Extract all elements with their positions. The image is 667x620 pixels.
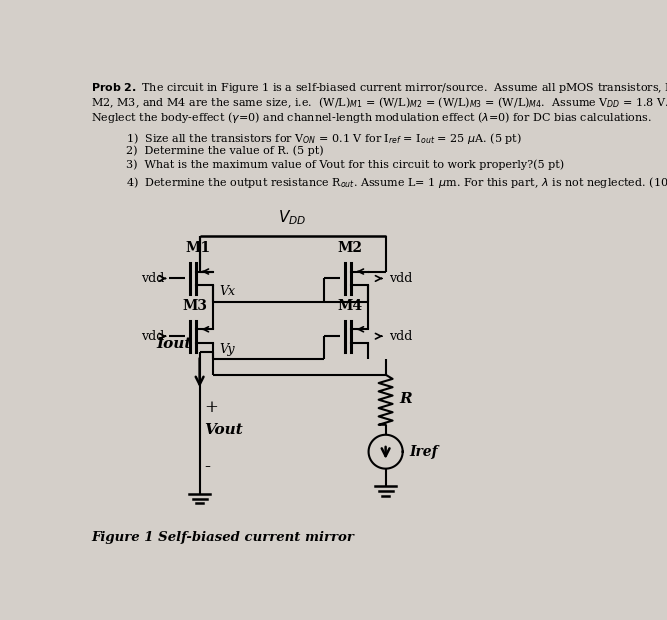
Text: R: R (400, 392, 412, 406)
Text: Iout: Iout (157, 337, 192, 351)
Text: vdd: vdd (390, 272, 413, 285)
Text: 4)  Determine the output resistance R$_{out}$. Assume L= 1 $\mu$m. For this part: 4) Determine the output resistance R$_{o… (126, 174, 667, 190)
Text: Vx: Vx (219, 285, 235, 298)
Text: Vout: Vout (204, 423, 243, 437)
Text: M2: M2 (338, 241, 363, 255)
Text: $V_{DD}$: $V_{DD}$ (278, 208, 307, 227)
Text: M4: M4 (338, 299, 363, 313)
Text: Neglect the body-effect ($\gamma$=0) and channel-length modulation effect ($\lam: Neglect the body-effect ($\gamma$=0) and… (91, 110, 652, 125)
Text: M1: M1 (185, 241, 211, 255)
Text: vdd: vdd (390, 330, 413, 343)
Text: 2)  Determine the value of R. (5 pt): 2) Determine the value of R. (5 pt) (126, 145, 323, 156)
Text: M2, M3, and M4 are the same size, i.e.  (W/L)$_{M1}$ = (W/L)$_{M2}$ = (W/L)$_{M3: M2, M3, and M4 are the same size, i.e. (… (91, 95, 667, 110)
Text: 3)  What is the maximum value of Vout for this circuit to work properly?(5 pt): 3) What is the maximum value of Vout for… (126, 160, 564, 171)
Text: $\bf{Prob\ 2.}$ The circuit in Figure 1 is a self-biased current mirror/source. : $\bf{Prob\ 2.}$ The circuit in Figure 1 … (91, 81, 667, 95)
Text: +: + (204, 399, 218, 415)
Text: vdd: vdd (141, 330, 165, 343)
Text: Figure 1 Self-biased current mirror: Figure 1 Self-biased current mirror (91, 531, 354, 544)
Text: 1)  Size all the transistors for V$_{ON}$ = 0.1 V for I$_{ref}$ = I$_{out}$ = 25: 1) Size all the transistors for V$_{ON}$… (126, 131, 522, 146)
Text: -: - (204, 458, 210, 476)
Text: vdd: vdd (141, 272, 165, 285)
Text: Iref: Iref (409, 445, 438, 459)
Text: Vy: Vy (219, 343, 235, 356)
Text: M3: M3 (183, 299, 207, 313)
